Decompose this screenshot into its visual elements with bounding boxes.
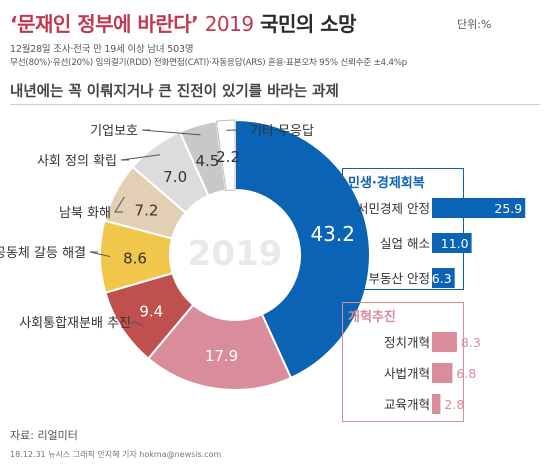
graphic-credit: 18.12.31 뉴시스 그래픽 안지혜 기자 hokma@newsis.com <box>10 450 222 459</box>
unit-label: 단위:% <box>457 18 492 31</box>
title-quote: ‘문재인 정부에 바란다’ <box>10 12 199 36</box>
leader-line <box>114 196 125 213</box>
breakdown-bar <box>432 268 455 288</box>
breakdown-value-label: 11.0 <box>441 236 469 251</box>
slice-category-label: 기업보호 <box>90 124 138 139</box>
header-divider <box>10 104 540 105</box>
donut-slice <box>146 303 293 391</box>
breakdown-bar <box>432 198 526 218</box>
slice-value-label: 7.2 <box>135 201 159 219</box>
slice-value-label: 7.0 <box>163 168 187 186</box>
leader-line <box>130 321 144 327</box>
reform-panel-title: 개혁추진 <box>348 310 396 325</box>
reform-panel-frame <box>342 302 464 422</box>
title-rest: 국민의 소망 <box>260 12 357 36</box>
breakdown-value-label: 6.3 <box>432 271 452 286</box>
breakdown-category-label: 사법개혁 <box>384 366 430 381</box>
slice-value-label: 8.6 <box>123 249 147 267</box>
survey-info-line2: 무선(80%)·유선(20%) 임의걸기(RDD) 전화면접(CATI)·자동응… <box>10 58 407 68</box>
title-year: 2019 <box>204 12 254 36</box>
breakdown-value-label: 25.9 <box>494 201 522 216</box>
slice-value-label: 43.2 <box>310 222 355 246</box>
leader-line <box>141 129 201 136</box>
slice-category-label: 기타·무응답 <box>250 124 314 139</box>
leader-line <box>89 251 111 258</box>
economy-panel-title: 민생·경제회복 <box>348 176 425 191</box>
breakdown-value-label: 8.3 <box>461 335 481 350</box>
breakdown-bar <box>432 332 457 352</box>
breakdown-bar <box>432 233 472 253</box>
breakdown-category-label: 정치개혁 <box>384 335 430 350</box>
breakdown-category-label: 실업 해소 <box>380 236 430 251</box>
survey-question: 내년에는 꼭 이뤄지거나 큰 진전이 있기를 바라는 과제 <box>10 84 339 100</box>
slice-category-label: 공동체 갈등 해결 <box>0 246 86 261</box>
survey-info-line1: 12월28일 조사·전국 만 19세 이상 남녀 503명 <box>10 44 194 55</box>
slice-value-label: 4.5 <box>195 152 219 170</box>
reform-breakdown-panel <box>342 302 464 422</box>
source-note: 자료: 리얼미터 <box>10 429 78 442</box>
donut-slice <box>234 118 371 380</box>
slice-value-label: 17.9 <box>205 347 238 365</box>
economy-breakdown-panel <box>342 168 464 290</box>
donut-slice <box>215 119 236 192</box>
center-year-text: 2019 <box>188 234 283 274</box>
slice-value-label: 9.4 <box>139 303 163 321</box>
chart-title: ‘문재인 정부에 바란다’ 2019 국민의 소망 <box>10 8 357 37</box>
breakdown-category-label: 교육개혁 <box>384 397 430 412</box>
slice-value-label: 2.2 <box>216 148 240 166</box>
leader-line <box>120 154 161 161</box>
breakdown-value-label: 6.8 <box>456 366 476 381</box>
slice-category-label: 사회 정의 확립 <box>37 154 117 169</box>
breakdown-bar <box>432 394 441 414</box>
breakdown-bar <box>432 363 453 383</box>
slice-category-label: 남북 화해 <box>59 206 111 221</box>
breakdown-category-label: 서민경제 안정 <box>357 201 430 216</box>
breakdown-value-label: 2.8 <box>444 397 464 412</box>
breakdown-category-label: 부동산 안정 <box>369 271 430 286</box>
slice-category-label: 사회통합재분배 추진 <box>19 316 131 331</box>
economy-panel-frame <box>342 168 464 290</box>
